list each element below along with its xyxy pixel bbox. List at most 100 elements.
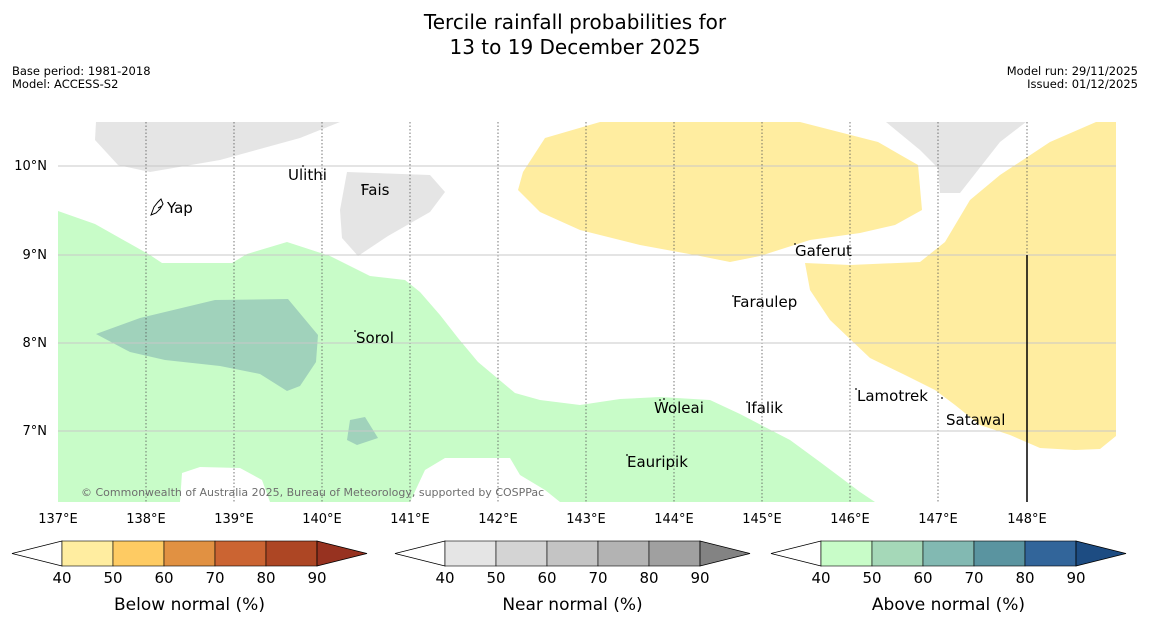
island-marker xyxy=(855,388,857,390)
place-label-sorol: Sorol xyxy=(356,329,394,347)
lon-tick-label: 142°E xyxy=(478,512,518,527)
legend-swatch xyxy=(973,540,1026,567)
model-run: Model run: 29/11/2025 xyxy=(1006,64,1138,78)
tick-labels: 137°E 138°E 139°E 140°E 141°E 142°E 143°E 144°E… xyxy=(14,159,1047,527)
legend-swatch xyxy=(597,540,650,567)
legend-tick-label: 60 xyxy=(913,569,932,587)
place-label-yap: Yap xyxy=(166,199,193,217)
island-marker xyxy=(941,397,943,399)
lat-tick-label: 8°N xyxy=(23,336,48,351)
copyright-notice: © Commonwealth of Australia 2025, Bureau… xyxy=(81,486,544,499)
lon-tick-label: 145°E xyxy=(742,512,782,527)
lon-tick-label: 139°E xyxy=(214,512,254,527)
legend-tick-label: 70 xyxy=(205,569,224,587)
legend-tick-label: 80 xyxy=(639,569,658,587)
legend-tick-label: 90 xyxy=(690,569,709,587)
legend-tick-label: 50 xyxy=(862,569,881,587)
island-marker xyxy=(794,243,796,245)
below-normal-legend: 40 50 60 70 80 90 Below normal (%) xyxy=(11,540,368,615)
legend-swatch xyxy=(871,540,924,567)
near-normal-legend: 40 50 60 70 80 90 Near normal (%) xyxy=(394,540,751,615)
legend-tick-label: 60 xyxy=(537,569,556,587)
lon-tick-label: 137°E xyxy=(38,512,78,527)
island-marker xyxy=(746,401,748,403)
legend-swatch xyxy=(112,540,165,567)
legend-tick-label: 60 xyxy=(154,569,173,587)
place-markers xyxy=(302,165,943,456)
legend-swatch xyxy=(546,540,599,567)
near-normal-region xyxy=(95,122,340,172)
island-marker xyxy=(302,165,304,167)
map-title: Tercile rainfall probabilities for 13 to… xyxy=(0,10,1150,60)
legend-tick-label: 70 xyxy=(964,569,983,587)
legend-swatch xyxy=(1024,540,1077,567)
legend-swatch xyxy=(922,540,975,567)
place-label-woleai: Woleai xyxy=(654,399,704,417)
legend-tick-label: 90 xyxy=(1066,569,1085,587)
meta-right: Model run: 29/11/2025 Issued: 01/12/2025 xyxy=(1007,65,1138,91)
issued-date: Issued: 01/12/2025 xyxy=(1027,77,1138,91)
island-marker xyxy=(626,454,628,456)
legends: 40 50 60 70 80 90 Below normal (%) 40 50 60 70 80 90… xyxy=(11,540,1127,615)
legend-tick-label: 50 xyxy=(103,569,122,587)
legend-swatch xyxy=(61,540,114,567)
legend-swatch xyxy=(495,540,548,567)
legend-over-triangle xyxy=(1075,540,1127,567)
legend-swatch xyxy=(214,540,267,567)
island-marker xyxy=(663,398,665,400)
legend-over-triangle xyxy=(699,540,751,567)
legend-title: Below normal (%) xyxy=(114,595,265,615)
title-line-2: 13 to 19 December 2025 xyxy=(449,35,701,59)
below-normal-region xyxy=(518,122,922,262)
legend-title: Above normal (%) xyxy=(872,595,1025,615)
island-marker xyxy=(354,330,356,332)
lon-tick-label: 143°E xyxy=(566,512,606,527)
above-normal-region xyxy=(58,211,875,502)
legend-tick-label: 40 xyxy=(811,569,830,587)
neutral-patch xyxy=(410,458,560,502)
above-normal-legend: 40 50 60 70 80 90 Above normal (%) xyxy=(770,540,1127,615)
legend-swatch xyxy=(820,540,873,567)
legend-under-triangle xyxy=(11,540,63,567)
lat-tick-label: 10°N xyxy=(14,159,47,174)
lon-tick-label: 144°E xyxy=(654,512,694,527)
place-label-ulithi: Ulithi xyxy=(288,166,327,184)
meta-left: Base period: 1981-2018 Model: ACCESS-S2 xyxy=(12,65,151,91)
lon-tick-label: 140°E xyxy=(302,512,342,527)
near-normal-region xyxy=(886,122,1026,193)
lon-tick-label: 138°E xyxy=(126,512,166,527)
legend-tick-label: 80 xyxy=(256,569,275,587)
island-marker xyxy=(732,295,734,297)
legend-swatch xyxy=(163,540,216,567)
title-line-1: Tercile rainfall probabilities for xyxy=(423,10,727,34)
place-label-ifalik: Ifalik xyxy=(747,399,783,417)
neutral-patch xyxy=(180,467,270,502)
legend-tick-label: 80 xyxy=(1015,569,1034,587)
place-label-satawal: Satawal xyxy=(946,411,1005,429)
lon-tick-label: 147°E xyxy=(918,512,958,527)
lat-tick-label: 7°N xyxy=(23,424,48,439)
place-label-fais: Fais xyxy=(361,181,390,199)
place-label-faraulep: Faraulep xyxy=(733,293,797,311)
lon-tick-label: 146°E xyxy=(830,512,870,527)
legend-tick-label: 40 xyxy=(435,569,454,587)
yap-island xyxy=(150,198,164,216)
legend-tick-label: 40 xyxy=(52,569,71,587)
legend-tick-label: 70 xyxy=(588,569,607,587)
lon-tick-label: 148°E xyxy=(1007,512,1047,527)
legend-swatch xyxy=(444,540,497,567)
above-normal-50-region xyxy=(96,299,318,391)
place-labels: Yap Ulithi Fais Sorol Gaferut Faraulep Woleai I… xyxy=(166,166,1005,471)
place-label-eauripik: Eauripik xyxy=(627,453,688,471)
lat-tick-label: 9°N xyxy=(23,248,48,263)
legend-title: Near normal (%) xyxy=(502,595,642,615)
model-name: Model: ACCESS-S2 xyxy=(12,77,119,91)
island-marker xyxy=(361,184,363,186)
legend-tick-label: 50 xyxy=(486,569,505,587)
base-period: Base period: 1981-2018 xyxy=(12,64,151,78)
legend-swatch xyxy=(648,540,701,567)
island-marker xyxy=(659,399,661,401)
legend-under-triangle xyxy=(770,540,822,567)
legend-under-triangle xyxy=(394,540,446,567)
